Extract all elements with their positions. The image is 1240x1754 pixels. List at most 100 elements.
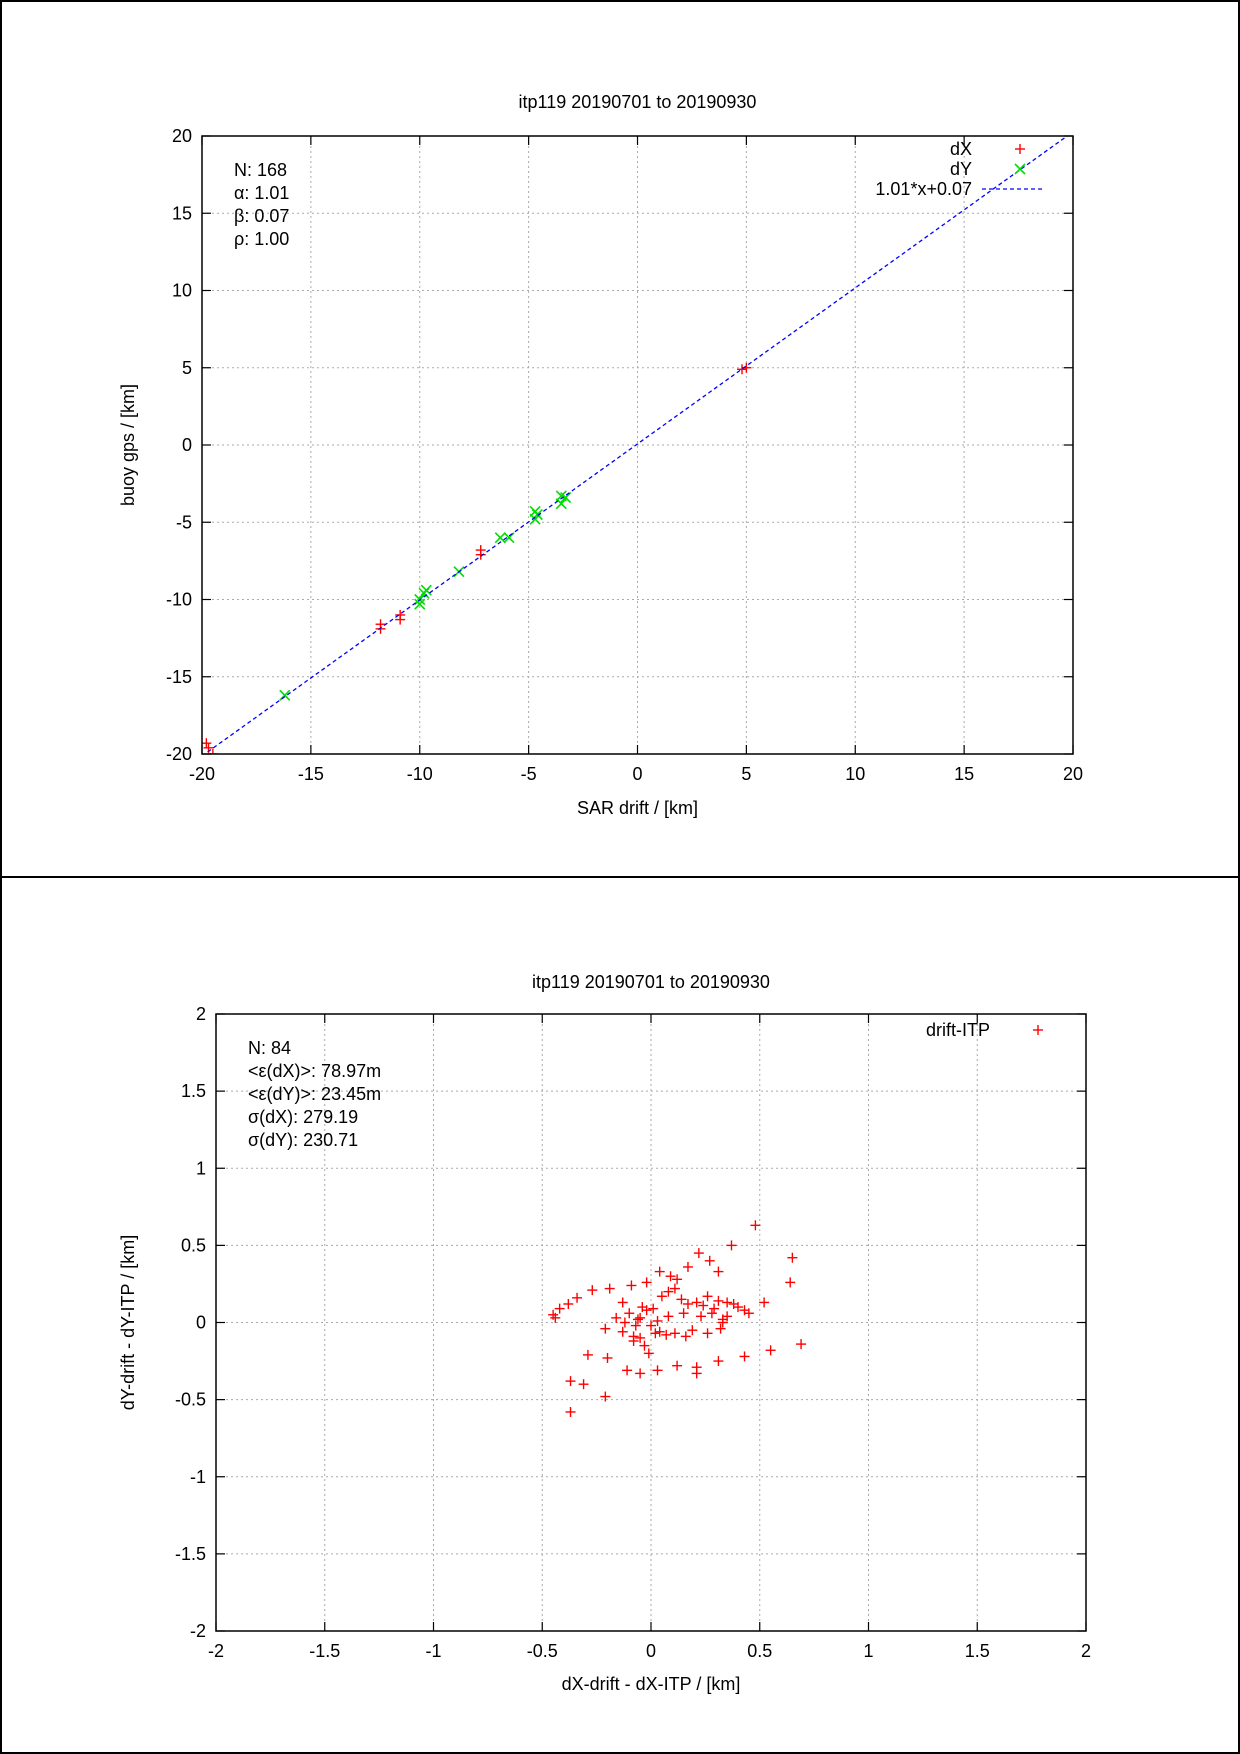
- x-tick-label: 20: [1063, 764, 1083, 784]
- data-point: [702, 1328, 713, 1339]
- grid-lines: [202, 136, 1073, 754]
- data-point: [759, 1297, 770, 1308]
- data-point: [693, 1248, 704, 1259]
- y-tick-label: 20: [172, 126, 192, 146]
- data-point: [661, 1329, 672, 1340]
- data-point: [743, 1308, 754, 1319]
- data-point: [375, 623, 386, 634]
- stats-line: σ(dX): 279.19: [248, 1107, 358, 1127]
- data-point: [494, 532, 506, 544]
- data-point: [626, 1280, 637, 1291]
- marker-stroke: [414, 598, 426, 610]
- x-tick-label: -1: [425, 1641, 441, 1661]
- legend-label: drift-ITP: [926, 1020, 990, 1040]
- data-point: [628, 1336, 639, 1347]
- y-tick-label: 0: [196, 1313, 206, 1333]
- plot-frame: [201, 135, 1074, 755]
- data-point: [560, 491, 572, 504]
- data-point: [600, 1391, 611, 1402]
- data-point: [682, 1298, 693, 1309]
- legend-label: 1.01*x+0.07: [875, 179, 972, 199]
- data-point: [554, 1303, 565, 1314]
- data-point: [414, 598, 426, 610]
- data-point: [587, 1285, 598, 1296]
- y-tick-label: 1: [196, 1158, 206, 1178]
- y-tick-label: 0.5: [181, 1235, 206, 1255]
- data-point: [672, 1360, 683, 1371]
- x-tick-label: -15: [298, 764, 324, 784]
- data-point: [722, 1311, 733, 1322]
- series-dx: [202, 362, 752, 754]
- y-axis-label: buoy gps / [km]: [118, 384, 138, 506]
- y-tick-label: -1.5: [175, 1544, 206, 1564]
- data-point: [722, 1297, 733, 1308]
- y-tick-label: -1: [190, 1467, 206, 1487]
- data-point: [676, 1294, 687, 1305]
- x-tick-label: 0: [632, 764, 642, 784]
- data-point: [733, 1302, 743, 1313]
- marker-stroke: [560, 491, 572, 504]
- data-point: [663, 1286, 674, 1297]
- data-point: [555, 498, 567, 510]
- chart-title: itp119 20190701 to 20190930: [519, 92, 757, 112]
- y-tick-label: -10: [166, 590, 192, 610]
- data-point: [706, 1308, 717, 1319]
- marker-stroke: [494, 532, 506, 544]
- data-point: [665, 1271, 676, 1282]
- data-point: [572, 1292, 583, 1303]
- data-point: [713, 1266, 724, 1277]
- data-point: [750, 1220, 761, 1231]
- data-point: [713, 1356, 724, 1367]
- data-point: [687, 1325, 698, 1336]
- data-point: [578, 1379, 589, 1390]
- y-tick-label: 0: [182, 435, 192, 455]
- data-point: [550, 1312, 561, 1323]
- data-point: [617, 1326, 628, 1337]
- legend-marker: [1014, 163, 1026, 175]
- data-point: [646, 1320, 656, 1331]
- data-point: [279, 689, 291, 701]
- data-point: [787, 1252, 798, 1263]
- data-point: [709, 1303, 720, 1314]
- data-point: [617, 1297, 628, 1308]
- data-point: [678, 1308, 689, 1319]
- data-point: [650, 1328, 661, 1339]
- data-point: [639, 1340, 650, 1351]
- data-point: [737, 364, 748, 375]
- y-tick-label: 10: [172, 281, 192, 301]
- marker-stroke: [420, 584, 432, 596]
- data-point: [420, 584, 432, 596]
- data-point: [654, 1326, 665, 1337]
- data-point: [641, 1277, 652, 1288]
- data-point: [565, 1406, 576, 1417]
- stats-line: N: 84: [248, 1038, 291, 1058]
- data-point: [652, 1315, 663, 1326]
- data-point: [648, 1303, 659, 1314]
- x-tick-label: 10: [845, 764, 865, 784]
- y-tick-label: -0.5: [175, 1390, 206, 1410]
- data-point: [691, 1362, 702, 1373]
- data-point: [632, 1314, 643, 1325]
- data-point: [643, 1348, 654, 1359]
- data-point: [682, 1261, 693, 1272]
- data-point: [202, 738, 212, 749]
- x-axis-label: SAR drift / [km]: [577, 798, 698, 818]
- data-point: [652, 1365, 663, 1376]
- stats-line: α: 1.01: [234, 183, 289, 203]
- data-point: [696, 1311, 707, 1322]
- data-point: [563, 1298, 574, 1309]
- data-point: [600, 1323, 611, 1334]
- x-tick-label: 15: [954, 764, 974, 784]
- y-tick-label: 2: [196, 1004, 206, 1024]
- legend-label: dY: [950, 159, 972, 179]
- bottom-chart-panel: -2 -1.5 -1 -0.5 0 0.5 1 1.5 2 -2 -1.5 -1 -0.5 0 0.5 1 1.…: [0, 877, 1240, 1754]
- plot-frame: [215, 1013, 1087, 1632]
- data-point: [698, 1300, 709, 1311]
- x-tick-label: 0.5: [747, 1641, 772, 1661]
- data-point: [622, 1365, 633, 1376]
- x-tick-label: 2: [1081, 1641, 1091, 1661]
- stats-line: ρ: 1.00: [234, 229, 289, 249]
- data-point: [713, 1295, 724, 1306]
- y-tick-label: -20: [166, 744, 192, 764]
- marker-stroke: [555, 498, 567, 510]
